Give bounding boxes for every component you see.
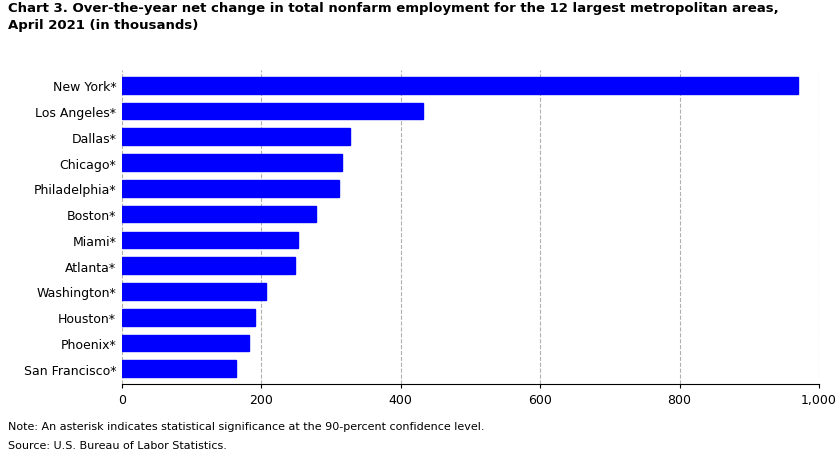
Bar bbox=[122, 181, 339, 197]
Bar bbox=[122, 232, 298, 249]
Bar bbox=[122, 283, 266, 300]
Bar bbox=[122, 309, 255, 326]
Text: April 2021 (in thousands): April 2021 (in thousands) bbox=[8, 19, 199, 32]
Bar bbox=[122, 155, 342, 172]
Bar bbox=[122, 361, 236, 377]
Bar bbox=[122, 129, 350, 146]
Text: Source: U.S. Bureau of Labor Statistics.: Source: U.S. Bureau of Labor Statistics. bbox=[8, 440, 228, 450]
Bar bbox=[122, 78, 798, 94]
Bar bbox=[122, 103, 423, 120]
Text: Note: An asterisk indicates statistical significance at the 90-percent confidenc: Note: An asterisk indicates statistical … bbox=[8, 421, 485, 431]
Text: Chart 3. Over-the-year net change in total nonfarm employment for the 12 largest: Chart 3. Over-the-year net change in tot… bbox=[8, 2, 780, 15]
Bar bbox=[122, 206, 316, 223]
Bar bbox=[122, 335, 249, 352]
Bar bbox=[122, 258, 295, 274]
